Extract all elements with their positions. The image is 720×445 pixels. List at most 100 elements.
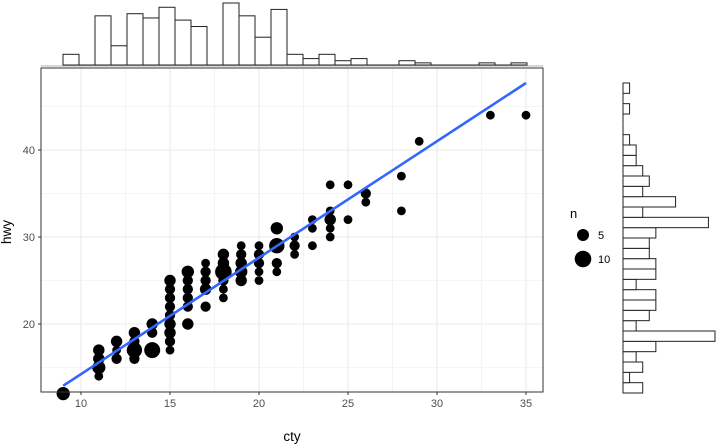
x-tick-label: 20 xyxy=(253,398,265,410)
histogram-bar xyxy=(62,53,80,66)
data-point xyxy=(236,249,247,260)
histogram-bar xyxy=(254,36,272,66)
histogram-bar xyxy=(94,15,112,66)
data-point xyxy=(164,274,176,287)
data-point xyxy=(164,301,176,312)
histogram-bar xyxy=(622,289,657,301)
histogram-bar xyxy=(222,2,240,66)
data-point xyxy=(93,344,105,356)
histogram-bar xyxy=(142,17,160,66)
data-point xyxy=(343,215,353,225)
x-axis: 10 15 20 25 30 35 xyxy=(75,392,532,410)
data-point xyxy=(111,353,122,364)
data-point xyxy=(235,274,247,287)
histogram-bar xyxy=(622,82,631,94)
data-point xyxy=(144,342,161,359)
data-point xyxy=(182,284,193,295)
histogram-bar xyxy=(174,19,192,66)
data-point xyxy=(182,275,193,286)
data-point xyxy=(308,241,317,251)
size-legend: n 5 10 xyxy=(570,206,610,268)
data-point xyxy=(200,266,211,277)
data-point xyxy=(343,180,353,190)
data-point xyxy=(217,248,230,261)
data-point xyxy=(414,136,424,146)
x-tick-label: 30 xyxy=(431,398,443,410)
gridlines xyxy=(41,68,543,392)
histogram-bar xyxy=(478,62,496,66)
histogram-bar xyxy=(158,6,176,66)
data-point xyxy=(201,258,211,268)
histogram-bar xyxy=(622,103,631,115)
histogram-bar xyxy=(110,45,128,66)
data-point xyxy=(56,386,70,401)
data-point xyxy=(254,267,264,277)
x-axis-title: cty xyxy=(283,429,301,444)
histogram-bar xyxy=(622,165,644,177)
x-tick-label: 25 xyxy=(342,398,354,410)
data-point xyxy=(236,241,246,251)
histogram-bar xyxy=(622,175,650,187)
histogram-bar xyxy=(622,268,657,280)
data-point xyxy=(182,292,193,304)
histogram-bar xyxy=(622,361,644,373)
y-axis: 20 30 40 xyxy=(23,145,41,331)
data-point xyxy=(219,293,228,303)
histogram-bar xyxy=(238,15,256,66)
histogram-bar xyxy=(622,320,637,332)
data-point xyxy=(219,284,228,294)
histogram-bar xyxy=(334,60,352,66)
data-point xyxy=(200,275,211,286)
data-point xyxy=(324,213,336,226)
histogram-bar xyxy=(622,382,644,394)
data-point xyxy=(164,326,176,339)
data-point xyxy=(270,222,283,235)
data-point xyxy=(181,265,194,278)
histogram-bar xyxy=(190,26,208,66)
histogram-bar xyxy=(622,154,637,167)
data-point xyxy=(361,197,371,207)
data-point xyxy=(290,250,299,259)
data-point xyxy=(217,257,230,269)
histogram-bar xyxy=(286,53,304,66)
data-point xyxy=(126,342,143,358)
data-point xyxy=(110,335,123,348)
x-tick-label: 15 xyxy=(164,398,176,410)
data-point xyxy=(164,336,176,347)
x-tick-label: 35 xyxy=(520,398,532,410)
histogram-bar xyxy=(398,60,416,66)
histogram-bar xyxy=(622,206,644,218)
histogram-bar xyxy=(622,227,657,239)
histogram-bar xyxy=(622,299,657,311)
legend-title: n xyxy=(570,206,577,221)
histogram-bar xyxy=(622,351,637,363)
data-point xyxy=(164,284,176,295)
data-point xyxy=(271,257,282,269)
legend-label-5: 5 xyxy=(598,230,604,242)
histogram-bar xyxy=(414,62,432,66)
legend-key-5 xyxy=(577,229,589,241)
data-point xyxy=(521,110,531,120)
data-point xyxy=(272,267,282,277)
data-point xyxy=(215,263,232,281)
data-point xyxy=(182,318,194,330)
histogram-bar xyxy=(510,62,528,66)
histogram-bar xyxy=(622,247,650,260)
legend-label-10: 10 xyxy=(598,254,610,266)
data-point xyxy=(200,301,211,312)
y-tick-label: 30 xyxy=(23,232,35,244)
data-point xyxy=(94,371,104,381)
x-tick-label: 10 xyxy=(75,398,87,410)
data-point xyxy=(397,171,406,181)
data-point xyxy=(254,241,264,251)
histogram-bar xyxy=(126,13,144,66)
histogram-bar xyxy=(622,237,650,249)
histogram-bar xyxy=(622,134,631,146)
histogram-bar xyxy=(302,58,320,66)
data-point xyxy=(165,345,175,355)
data-point xyxy=(164,318,176,330)
histogram-bar xyxy=(622,309,650,322)
main-plot-panel xyxy=(40,67,544,401)
histogram-bar xyxy=(622,185,644,198)
data-point xyxy=(164,292,176,304)
